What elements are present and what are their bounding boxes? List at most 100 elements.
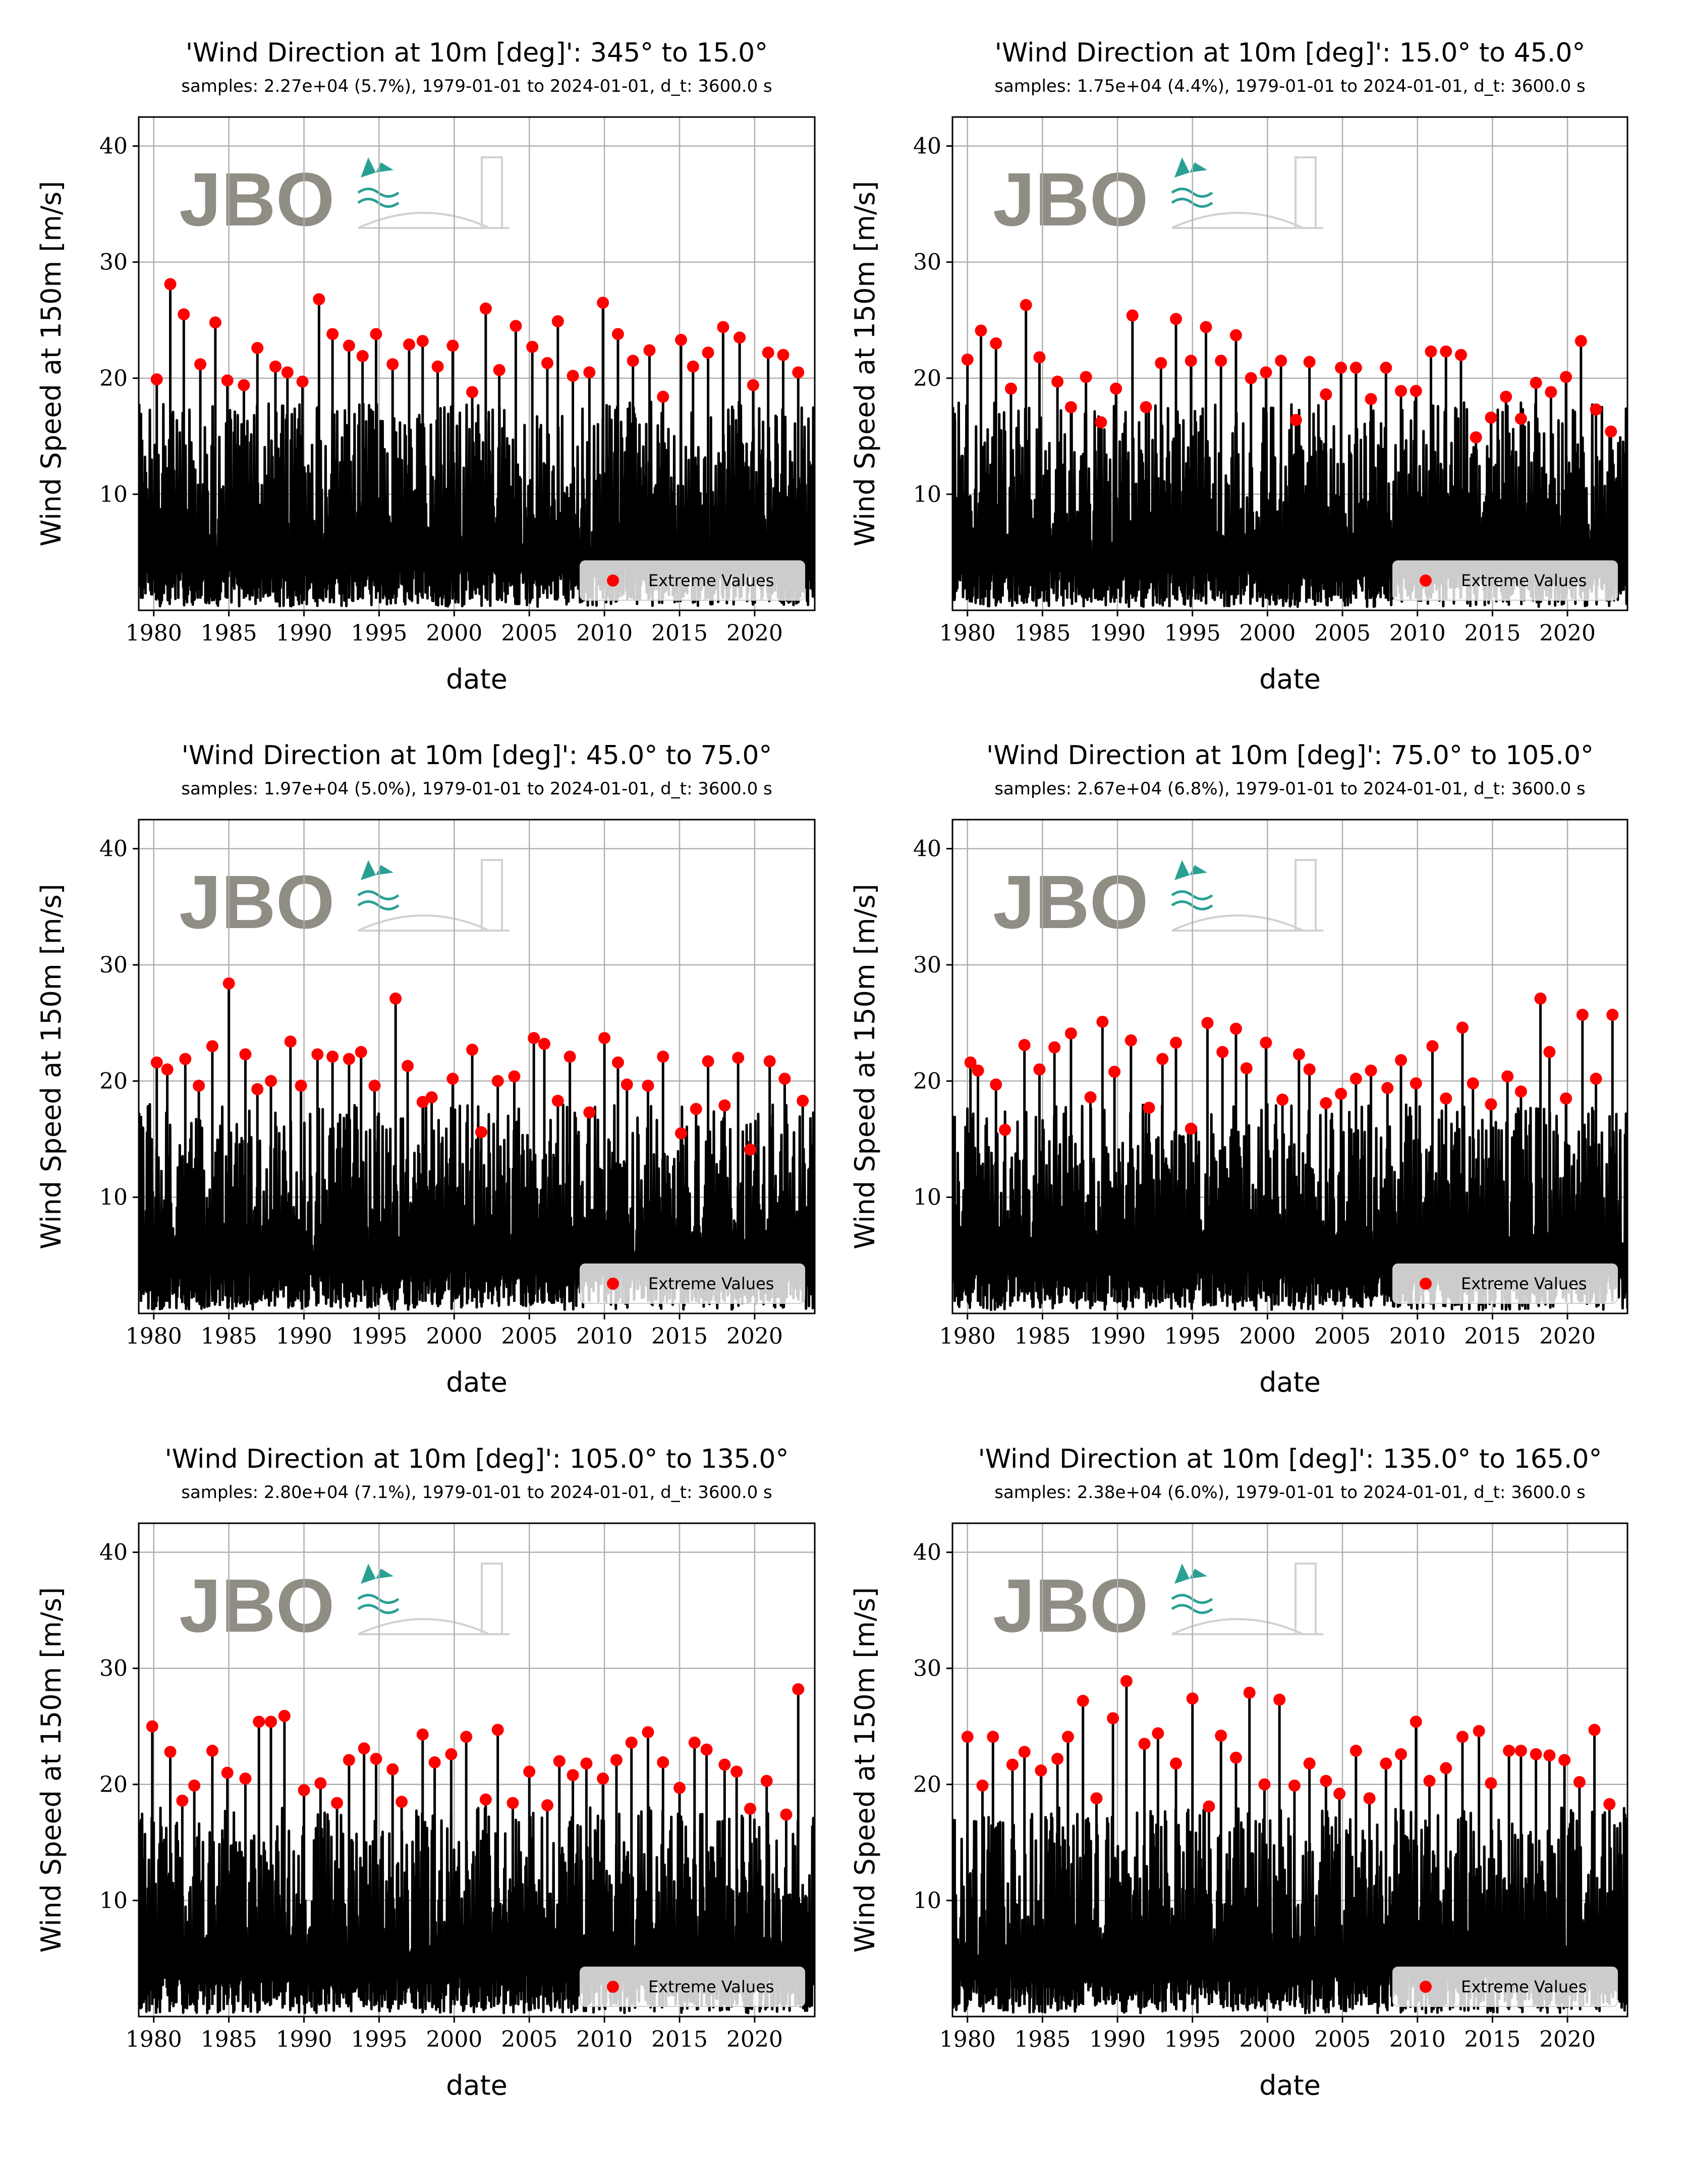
y-axis-label: Wind Speed at 150m [m/s] xyxy=(849,1587,881,1953)
extreme-value-point xyxy=(526,340,539,353)
extreme-value-point xyxy=(732,1052,745,1064)
extreme-value-point xyxy=(1576,1008,1589,1021)
extreme-value-point xyxy=(1303,356,1316,368)
extreme-value-point xyxy=(150,373,163,386)
extreme-value-point xyxy=(368,1079,381,1092)
extreme-value-point xyxy=(792,1683,805,1696)
extreme-value-point xyxy=(551,1095,564,1107)
x-tick-label: 2020 xyxy=(1539,620,1596,646)
y-tick-label: 10 xyxy=(99,1185,128,1211)
extreme-value-point xyxy=(780,1808,793,1821)
extreme-value-point xyxy=(466,1044,479,1056)
extreme-value-point xyxy=(718,1099,731,1112)
extreme-value-point xyxy=(1138,1738,1151,1750)
extreme-value-point xyxy=(717,321,729,333)
x-tick-label: 1985 xyxy=(201,1324,257,1349)
extreme-value-point xyxy=(265,1715,277,1728)
extreme-value-point xyxy=(1051,1753,1064,1765)
x-tick-label: 2000 xyxy=(1239,1324,1296,1349)
extreme-value-point xyxy=(1349,1072,1362,1085)
y-tick-label: 20 xyxy=(913,366,941,391)
legend-box xyxy=(580,560,805,601)
extreme-value-point xyxy=(1096,1015,1109,1028)
watermark-turbine-icon xyxy=(361,157,393,178)
chart-subtitle: samples: 2.80e+04 (7.1%), 1979-01-01 to … xyxy=(181,1482,772,1503)
y-tick-label: 40 xyxy=(913,134,941,159)
legend-box xyxy=(1392,560,1618,601)
x-tick-label: 1985 xyxy=(201,2027,257,2052)
extreme-value-point xyxy=(987,1731,999,1743)
extreme-value-point xyxy=(1470,431,1482,444)
y-axis-label: Wind Speed at 150m [m/s] xyxy=(35,181,67,547)
x-tick-label: 2010 xyxy=(576,2027,633,2052)
extreme-value-point xyxy=(567,370,579,382)
extreme-value-point xyxy=(621,1078,633,1091)
x-tick-label: 2020 xyxy=(1539,1324,1596,1349)
extreme-value-point xyxy=(1033,1063,1046,1076)
extreme-value-point xyxy=(1485,1777,1497,1790)
extreme-value-point xyxy=(188,1779,201,1792)
extreme-value-point xyxy=(999,1124,1011,1136)
legend-label: Extreme Values xyxy=(1461,1977,1587,1996)
watermark-turbine-icon xyxy=(361,860,393,880)
watermark-tower xyxy=(481,859,503,932)
extreme-value-point xyxy=(611,328,624,340)
x-tick-label: 2005 xyxy=(1314,2027,1371,2052)
extreme-value-point xyxy=(265,1075,277,1087)
extreme-value-point xyxy=(1363,1792,1376,1805)
x-axis-label: date xyxy=(1259,2070,1321,2101)
extreme-value-point xyxy=(1276,1094,1289,1106)
chart-legend: Extreme Values xyxy=(580,1967,805,2007)
x-tick-label: 1980 xyxy=(126,2027,182,2052)
extreme-value-point xyxy=(1303,1757,1316,1770)
plot-frame xyxy=(138,116,816,611)
plot-frame xyxy=(951,116,1628,611)
chart-panel-5: 'Wind Direction at 10m [deg]': 105.0° to… xyxy=(35,1444,816,2101)
y-tick-label: 10 xyxy=(913,1888,941,1914)
extreme-value-point xyxy=(1574,335,1587,348)
extreme-value-point xyxy=(491,1723,504,1736)
extreme-value-point xyxy=(1530,1748,1542,1760)
jbo-watermark: JBO xyxy=(179,1563,510,1648)
chart-legend: Extreme Values xyxy=(1392,1967,1618,2007)
y-tick-label: 30 xyxy=(913,952,941,978)
chart-subtitle: samples: 2.67e+04 (6.8%), 1979-01-01 to … xyxy=(994,779,1586,799)
extreme-value-point xyxy=(356,350,369,363)
x-tick-label: 2015 xyxy=(651,2027,708,2052)
x-tick-label: 2010 xyxy=(1389,2027,1446,2052)
extreme-value-point xyxy=(688,1736,701,1749)
watermark-bridge-arch xyxy=(1171,914,1304,932)
extreme-value-point xyxy=(1215,1730,1227,1742)
y-axis-label: Wind Speed at 150m [m/s] xyxy=(35,1587,67,1953)
extreme-value-point xyxy=(1215,355,1227,367)
x-tick-label: 1995 xyxy=(351,2027,407,2052)
extreme-value-point xyxy=(1006,1758,1019,1771)
x-tick-label: 2020 xyxy=(726,2027,783,2052)
x-tick-label: 1990 xyxy=(276,2027,332,2052)
watermark-logo-text: JBO xyxy=(179,859,334,944)
x-tick-label: 2015 xyxy=(1464,620,1521,646)
extreme-value-point xyxy=(541,357,553,369)
extreme-value-point xyxy=(466,386,479,398)
y-tick-label: 20 xyxy=(99,1068,128,1094)
legend-marker xyxy=(607,1981,619,1993)
y-tick-label: 30 xyxy=(99,952,128,978)
extreme-value-point xyxy=(730,1765,743,1778)
y-tick-label: 30 xyxy=(913,1656,941,1682)
x-tick-label: 1980 xyxy=(939,620,996,646)
extreme-value-point xyxy=(1170,1757,1183,1770)
extreme-value-point xyxy=(1558,1754,1571,1766)
extreme-value-point xyxy=(284,1035,297,1048)
extreme-value-point xyxy=(1229,1022,1242,1035)
extreme-value-point xyxy=(491,1075,504,1087)
x-tick-label: 1995 xyxy=(1164,1324,1221,1349)
legend-marker xyxy=(1420,1278,1432,1290)
extreme-value-point xyxy=(1064,1027,1077,1040)
extreme-value-point xyxy=(1126,309,1139,322)
x-tick-label: 1985 xyxy=(201,620,257,646)
y-axis-label: Wind Speed at 150m [m/s] xyxy=(35,884,67,1249)
x-tick-label: 1985 xyxy=(1014,620,1071,646)
x-tick-label: 2015 xyxy=(651,1324,708,1349)
chart-title: 'Wind Direction at 10m [deg]': 15.0° to … xyxy=(995,38,1586,68)
extreme-value-point xyxy=(164,278,177,291)
